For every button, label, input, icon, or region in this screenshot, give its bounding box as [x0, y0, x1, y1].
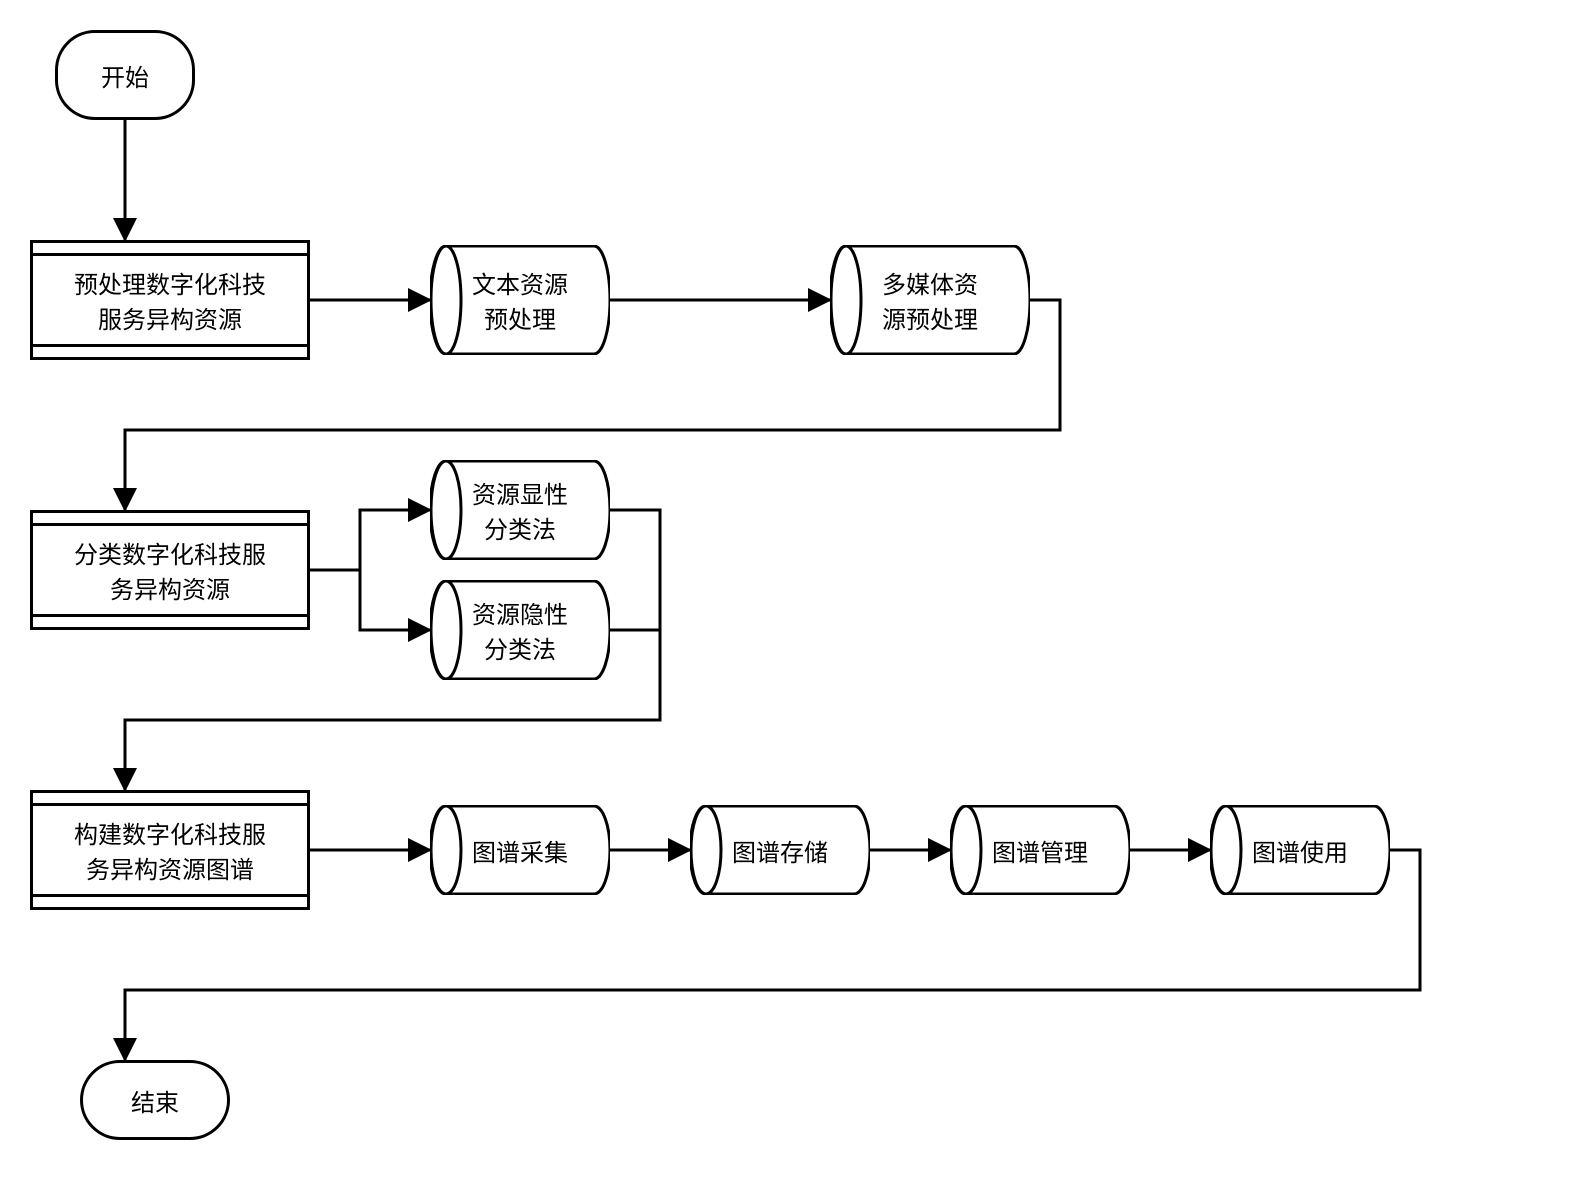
node-text_pre-label-wrap: 文本资源预处理	[430, 245, 610, 355]
node-implicit-label-wrap: 资源隐性分类法	[430, 580, 610, 680]
node-use-label: 图谱使用	[1252, 833, 1348, 868]
node-start-label: 开始	[101, 58, 149, 93]
node-store-label: 图谱存储	[732, 833, 828, 868]
node-collect-label: 图谱采集	[472, 833, 568, 868]
node-manage-label: 图谱管理	[992, 833, 1088, 868]
node-build: 构建数字化科技服务异构资源图谱	[30, 790, 310, 910]
node-classify-label: 分类数字化科技服务异构资源	[74, 535, 266, 605]
node-implicit-label: 资源隐性分类法	[472, 595, 568, 665]
node-use-label-wrap: 图谱使用	[1210, 805, 1390, 895]
node-end: 结束	[80, 1060, 230, 1140]
node-manage-label-wrap: 图谱管理	[950, 805, 1130, 895]
node-preproc: 预处理数字化科技服务异构资源	[30, 240, 310, 360]
node-explicit-label-wrap: 资源显性分类法	[430, 460, 610, 560]
node-media_pre-label-wrap: 多媒体资源预处理	[830, 245, 1030, 355]
node-collect-label-wrap: 图谱采集	[430, 805, 610, 895]
flowchart-canvas: 开始 结束 预处理数字化科技服务异构资源 分类数字化科技服务异构资源 构建数字化…	[0, 0, 1579, 1192]
node-classify: 分类数字化科技服务异构资源	[30, 510, 310, 630]
node-preproc-label: 预处理数字化科技服务异构资源	[74, 265, 266, 335]
node-explicit-label: 资源显性分类法	[472, 475, 568, 545]
node-store-label-wrap: 图谱存储	[690, 805, 870, 895]
node-media_pre-label: 多媒体资源预处理	[882, 265, 978, 335]
node-end-label: 结束	[131, 1083, 179, 1118]
node-build-label: 构建数字化科技服务异构资源图谱	[74, 815, 266, 885]
node-text_pre-label: 文本资源预处理	[472, 265, 568, 335]
node-start: 开始	[55, 30, 195, 120]
